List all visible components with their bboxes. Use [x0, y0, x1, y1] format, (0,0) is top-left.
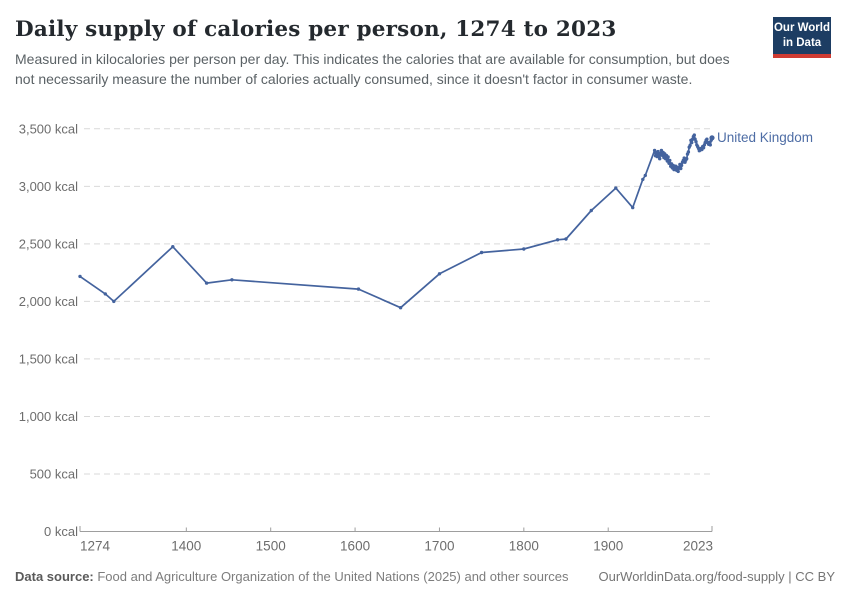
page-title: Daily supply of calories per person, 127…	[15, 17, 617, 42]
data-point-marker	[230, 278, 234, 282]
x-axis-tick-label: 1600	[340, 539, 370, 554]
data-point-marker	[666, 155, 670, 159]
data-point-marker	[171, 245, 175, 249]
data-point-marker	[103, 292, 108, 296]
chart-subtitle: Measured in kilocalories per person per …	[15, 51, 730, 87]
data-point-marker	[614, 186, 618, 190]
data-point-marker	[668, 158, 672, 163]
logo-line-2: in Data	[782, 36, 822, 49]
data-point-marker	[564, 237, 568, 241]
data-point-marker	[708, 143, 712, 147]
y-axis-tick-label: 3,500 kcal	[19, 121, 78, 136]
data-point-marker	[112, 299, 116, 304]
data-point-marker	[658, 157, 662, 161]
data-point-marker	[522, 247, 526, 251]
y-axis-tick-label: 3,000 kcal	[19, 179, 78, 194]
x-axis-tick-label: 1274	[80, 539, 111, 554]
data-point-marker	[641, 177, 645, 182]
data-point-marker	[676, 169, 680, 174]
data-point-marker	[589, 208, 593, 213]
data-point-marker	[705, 137, 709, 141]
y-axis-tick-label: 1,000 kcal	[19, 409, 78, 424]
uk-series-line[interactable]	[79, 134, 713, 309]
x-axis-tick-label: 2023	[683, 539, 713, 554]
chart-footer: Data source: Food and Agriculture Organi…	[15, 569, 835, 584]
data-point-marker	[701, 146, 706, 150]
data-point-marker	[555, 238, 560, 242]
owid-logo[interactable]: Our World in Data	[773, 17, 831, 58]
chart-header: Daily supply of calories per person, 127…	[15, 17, 835, 89]
data-point-marker	[679, 166, 683, 171]
series-end-dot	[709, 135, 715, 141]
x-axis-tick-label: 1700	[424, 539, 454, 554]
data-point-marker	[356, 287, 361, 291]
data-point-marker	[686, 150, 691, 154]
data-point-marker	[398, 306, 403, 310]
data-point-marker	[685, 157, 689, 161]
x-axis-tick-label: 1400	[171, 539, 201, 554]
data-point-marker	[692, 133, 696, 137]
logo-line-1: Our World	[773, 22, 830, 35]
y-axis-tick-label: 1,500 kcal	[19, 351, 78, 366]
y-axis-tick-label: 2,000 kcal	[19, 294, 78, 309]
data-point-marker	[204, 281, 209, 285]
data-point-marker	[690, 140, 694, 145]
data-source-label: Data source:	[15, 569, 94, 584]
x-axis-tick-label: 1900	[593, 539, 623, 554]
data-point-marker	[656, 149, 660, 154]
x-axis-tick-label: 1800	[509, 539, 539, 554]
data-point-marker	[437, 272, 442, 276]
data-point-marker	[690, 137, 695, 141]
y-axis-tick-label: 2,500 kcal	[19, 236, 78, 251]
y-axis-tick-label: 0 kcal	[44, 524, 78, 539]
attribution-link[interactable]: OurWorldinData.org/food-supply | CC BY	[598, 569, 835, 584]
data-source-note: Data source: Food and Agriculture Organi…	[15, 569, 569, 584]
data-point-marker	[479, 250, 484, 255]
data-point-marker	[643, 173, 647, 178]
x-axis-tick-label: 1500	[256, 539, 286, 554]
data-point-marker	[631, 205, 635, 210]
series-label-united-kingdom[interactable]: United Kingdom	[717, 130, 813, 145]
data-point-marker	[688, 143, 692, 148]
data-point-marker	[694, 140, 698, 144]
y-axis-tick-label: 500 kcal	[30, 466, 79, 481]
data-point-marker	[78, 274, 82, 279]
data-point-marker	[679, 163, 684, 168]
data-source-text: Food and Agriculture Organization of the…	[93, 569, 569, 584]
